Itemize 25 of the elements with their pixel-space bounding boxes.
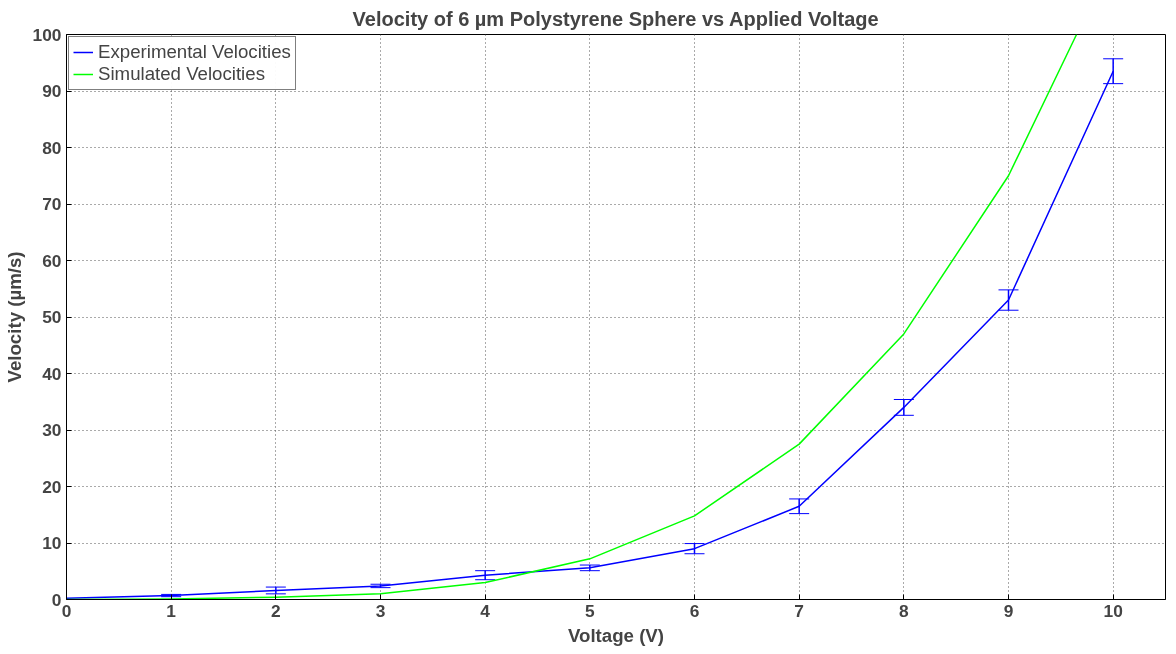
y-tick-label: 20 [42,476,62,497]
x-tick-label: 1 [166,600,177,621]
y-tick-label: 40 [42,363,62,384]
y-tick-label: 50 [42,307,62,327]
y-tick-label: 60 [42,250,62,271]
y-tick-label: 90 [42,81,62,101]
x-tick-label: 10 [1103,600,1123,621]
y-tick-label: 30 [42,420,62,440]
y-axis-title: Velocity (µm/s) [3,251,25,383]
x-tick-label: 3 [375,600,386,621]
legend-label: Simulated Velocities [98,63,265,85]
x-tick-label: 8 [899,600,910,621]
x-tick-label: 2 [271,600,281,621]
x-tick-label: 5 [585,600,596,621]
x-tick-label: 6 [689,600,700,621]
y-tick-label: 100 [32,24,62,45]
x-axis-title: Voltage (V) [567,624,665,646]
y-tick-label: 10 [42,533,62,553]
y-tick-label: 80 [42,137,62,158]
x-tick-label: 4 [480,600,491,621]
y-tick-label: 70 [42,194,62,214]
chart-title: Velocity of 6 µm Polystyrene Sphere vs Applied Voltage [352,7,879,30]
legend-label: Experimental Velocities [98,41,291,63]
x-tick-label: 7 [794,600,804,621]
x-tick-label: 9 [1003,600,1014,621]
